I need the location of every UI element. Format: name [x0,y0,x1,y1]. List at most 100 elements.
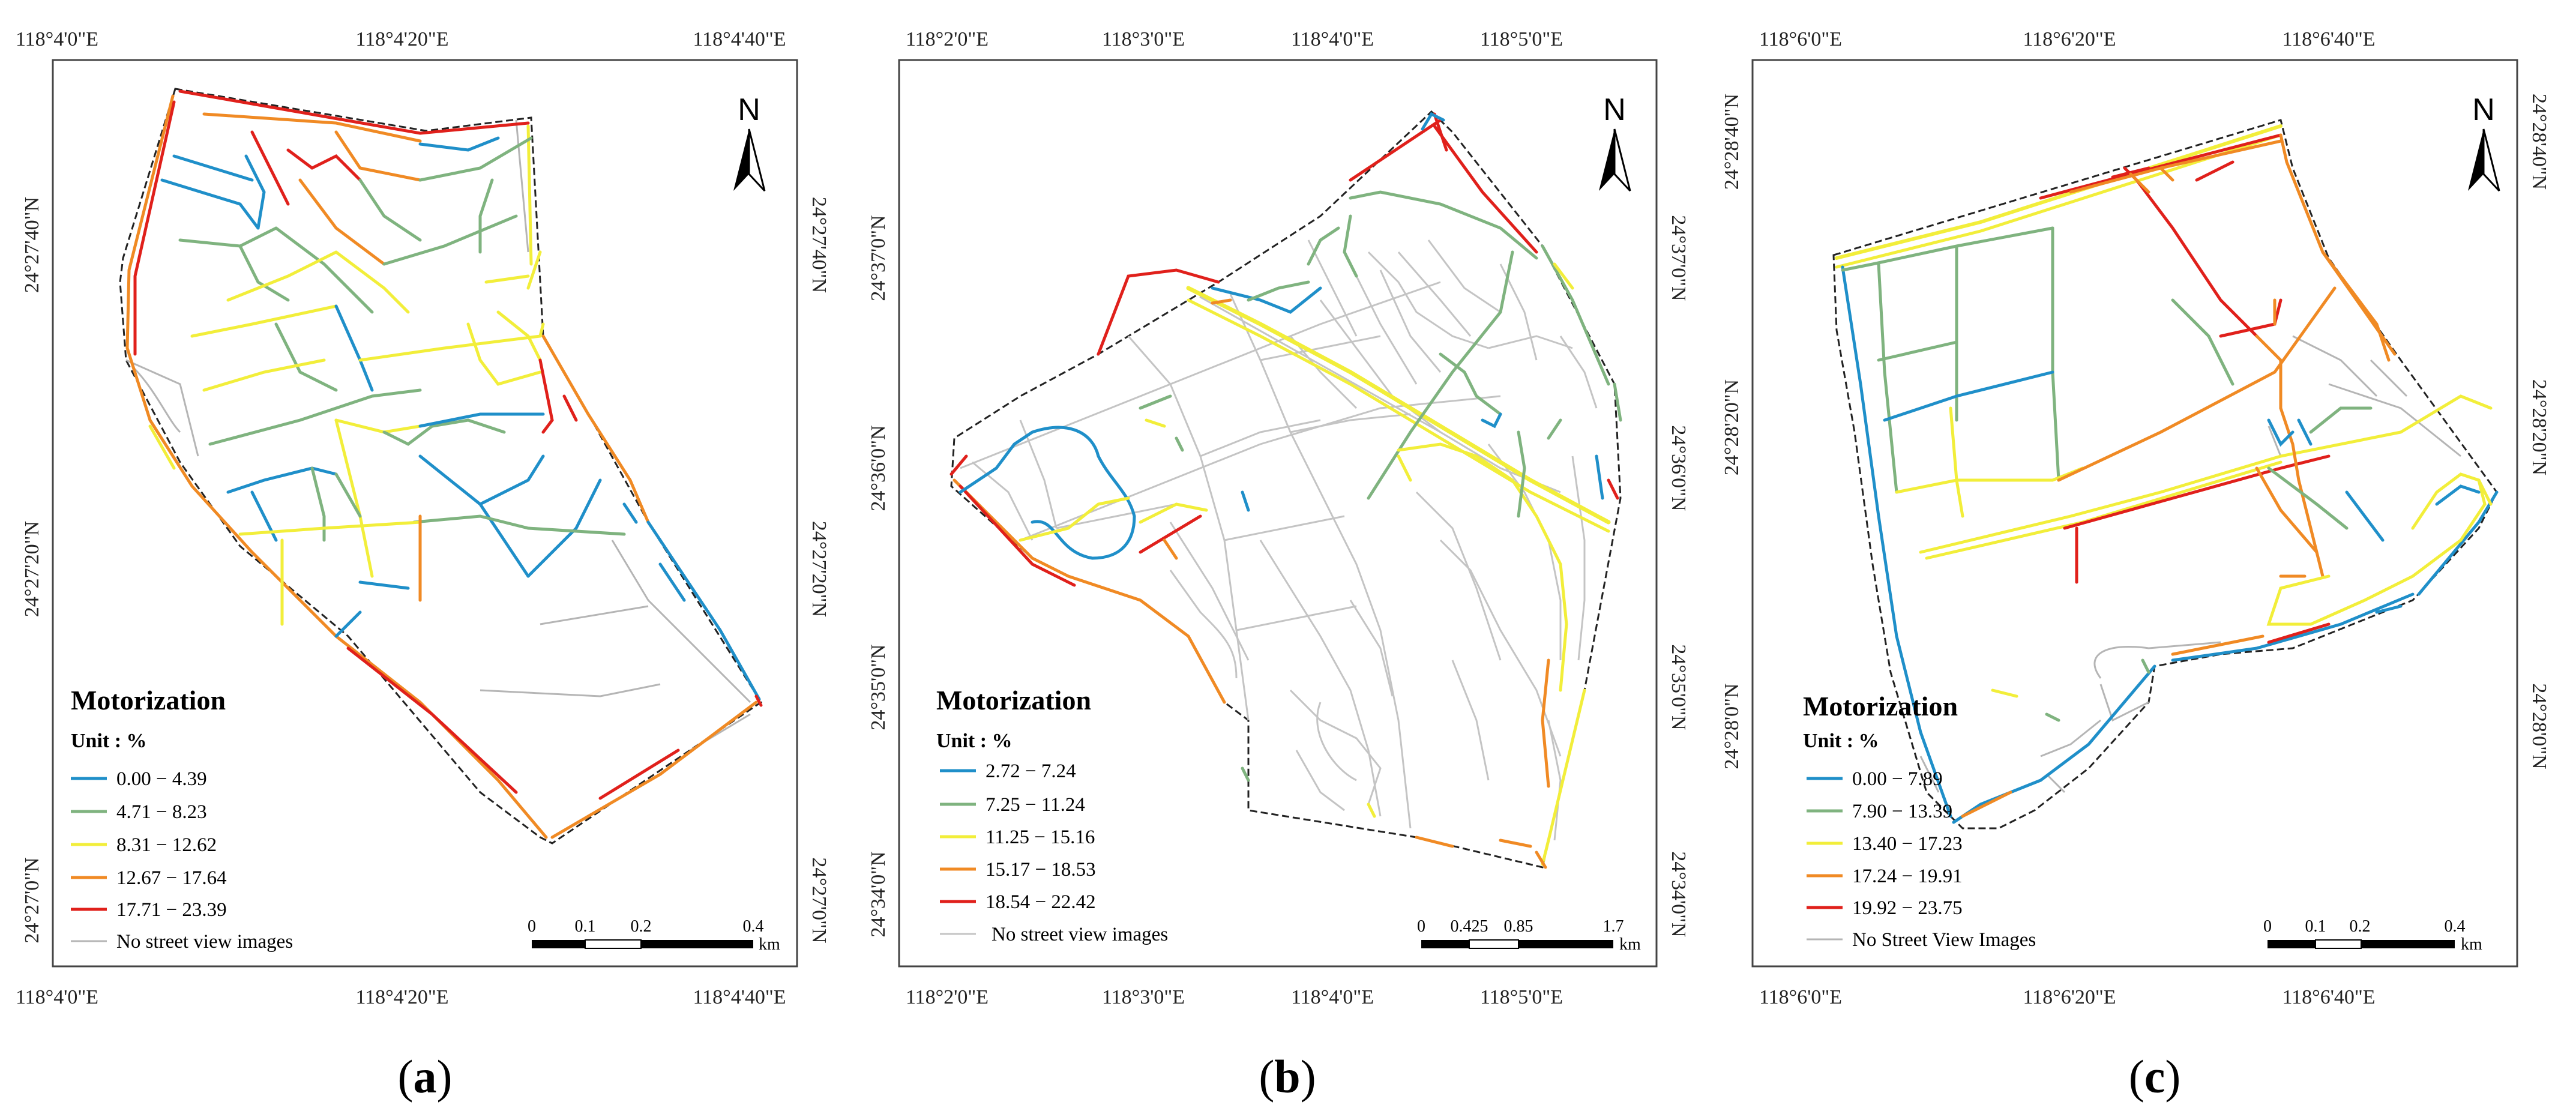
panel-b-legend-item-5: 18.54 − 22.42 [986,891,1096,913]
panel-b-north-arrow: N [1599,92,1631,192]
panel-a-scale-tick-2: 0.2 [631,917,652,936]
panel-a-legend-unit: Unit : % [71,730,147,752]
panel-b-legend-item-2: 7.25 − 11.24 [986,794,1085,816]
panel-a-legend-item-2: 4.71 − 8.23 [116,801,207,823]
panel-c-caption: (c) [2129,1050,2181,1103]
panel-a-legend-item-4: 12.67 − 17.64 [116,867,227,889]
panel-b-legend-title: Motorization [936,685,1091,715]
panel-c-north-arrow-right-icon [2482,128,2500,192]
panel-a-scale-seg-2 [585,939,642,949]
panel-a-left-lat-1: 24°27'40"N [21,197,43,293]
panel-a-right-lat-3: 24°27'0"N [808,857,830,943]
panel-a-legend-item-3: 8.31 − 12.62 [116,834,217,856]
panel-a-scale-seg-1 [532,940,585,948]
panel-c-legend-unit: Unit : % [1803,730,1879,752]
panel-a-scale-tick-3: 0.4 [743,917,764,936]
panel-a-north-arrow: N [733,92,766,192]
panel-b-legend-unit: Unit : % [936,730,1013,752]
panel-c-bottom-lon-2: 118°6'20"E [2023,986,2116,1008]
panel-c-legend-item-5: 19.92 − 23.75 [1852,897,1963,919]
panel-c-bottom-lon-3: 118°6'40"E [2282,986,2375,1008]
panel-a-scale-unit: km [759,935,780,954]
panel-b-top-lon-3: 118°4'0"E [1291,28,1374,50]
panel-b-legend: Motorization Unit : % 2.72 − 7.24 7.25 −… [936,685,1168,945]
panel-b-legend-item-3: 11.25 − 15.16 [986,826,1095,848]
panel-a-scale-tick-1: 0.1 [575,917,596,936]
panel-a-top-lon-2: 118°4'20"E [355,28,448,50]
panel-c-legend-item-2: 7.90 − 13.39 [1852,801,1952,822]
panel-b-caption: (b) [1259,1050,1316,1103]
panel-b-scale-seg-1 [1421,940,1469,948]
panel-a-left-lat-2: 24°27'20"N [21,521,43,617]
panel-b-north-label: N [1603,92,1626,127]
panel-a-north-arrow-left-icon [733,129,749,191]
panel-c-right-lat-2: 24°28'20"N [2528,379,2550,475]
panel-b-roads-no-data [960,239,1598,841]
panel-a-frame [52,59,798,968]
panel-b-top-lon-2: 118°3'0"E [1102,28,1185,50]
panel-c-scale-tick-3: 0.4 [2445,917,2466,936]
panel-b-north-arrow-left-icon [1599,129,1615,191]
panel-b-scale-bar: 0 0.425 0.85 1.7 km [1417,917,1641,954]
panel-b-left-lat-1: 24°37'0"N [867,215,889,301]
panel-c-legend-title: Motorization [1803,691,1958,721]
panel-c-left-lat-2: 24°28'20"N [1721,379,1743,475]
panel-a-legend-item-5: 17.71 − 23.39 [116,899,227,921]
panel-a-roads-no-data [125,119,751,751]
panel-b-legend-item-none: No street view images [992,924,1168,945]
panel-a-top-lon-1: 118°4'0"E [16,28,98,50]
panel-a-legend-title: Motorization [71,685,226,715]
panel-c-north-label: N [2472,92,2495,127]
panel-a-scale-seg-3 [641,940,753,948]
panel-a-roads-colored [125,89,763,839]
panel-c-right-lat-1: 24°28'40"N [2528,94,2550,190]
panel-b-top-lon-1: 118°2'0"E [906,28,989,50]
panel-b-legend-item-1: 2.72 − 7.24 [986,760,1076,782]
panel-b-left-lat-3: 24°35'0"N [867,644,889,730]
panel-c-scale-unit: km [2461,935,2482,954]
panel-a-legend-item-none: No street view images [116,931,293,953]
panel-c-bottom-lon-1: 118°6'0"E [1759,986,1842,1008]
panel-a-north-label: N [738,92,760,127]
panel-b-bottom-lon-2: 118°3'0"E [1102,986,1185,1008]
panel-c-legend-item-none: No Street View Images [1852,929,2036,951]
panel-a-north-arrow-right-icon [748,128,766,192]
panel-a-left-lat-3: 24°27'0"N [21,857,43,943]
panel-c-north-arrow-left-icon [2468,129,2484,191]
panel-c-legend-item-3: 13.40 − 17.23 [1852,833,1963,855]
panel-c-scale-tick-0: 0 [2263,917,2272,936]
panel-b-scale-tick-2: 0.85 [1504,917,1533,936]
panel-c-legend-item-1: 0.00 − 7.89 [1852,768,1943,790]
panel-b-north-arrow-right-icon [1613,128,1631,192]
panel-c-top-lon-3: 118°6'40"E [2282,28,2375,50]
panel-b-right-lat-1: 24°37'0"N [1667,215,1690,301]
panel-c: 118°6'0"E 118°6'20"E 118°6'40"E 118°6'0"… [1721,28,2550,1103]
panel-b-scale-tick-3: 1.7 [1603,917,1624,936]
panel-a-legend-item-1: 0.00 − 4.39 [116,768,207,790]
panel-a-study-boundary [119,88,763,845]
panel-c-frame [1751,59,2518,968]
panel-c-right-lat-3: 24°28'0"N [2528,683,2550,769]
panel-c-roads-no-data [1919,335,2461,793]
panel-c-scale-seg-2 [2315,939,2362,949]
panel-b-right-lat-4: 24°34'0"N [1667,851,1690,937]
panel-c-left-lat-1: 24°28'40"N [1721,94,1743,190]
panel-b-bottom-lon-3: 118°4'0"E [1291,986,1374,1008]
panel-b-right-lat-3: 24°35'0"N [1667,644,1690,730]
panel-c-left-lat-3: 24°28'0"N [1721,683,1743,769]
panel-a-caption: (a) [398,1050,453,1103]
panel-a-top-lon-3: 118°4'40"E [693,28,786,50]
panel-c-scale-tick-2: 0.2 [2350,917,2371,936]
panel-a-bottom-lon-1: 118°4'0"E [16,986,98,1008]
panel-b: 118°2'0"E 118°3'0"E 118°4'0"E 118°5'0"E … [867,28,1690,1103]
panel-b-bottom-lon-4: 118°5'0"E [1480,986,1563,1008]
panel-c-top-lon-2: 118°6'20"E [2023,28,2116,50]
panel-b-left-lat-4: 24°34'0"N [867,851,889,937]
panel-b-left-lat-2: 24°36'0"N [867,425,889,511]
panel-b-scale-seg-3 [1518,940,1613,948]
panel-c-scale-seg-3 [2361,940,2455,948]
panel-c-legend-item-4: 17.24 − 19.91 [1852,866,1963,887]
panel-b-bottom-lon-1: 118°2'0"E [906,986,989,1008]
panel-c-roads-colored [1835,124,2499,824]
